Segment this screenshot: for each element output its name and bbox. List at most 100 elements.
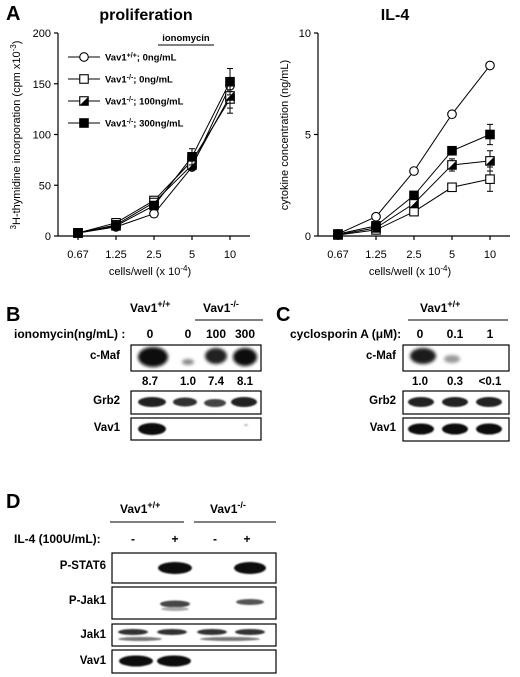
- data-point: [225, 76, 235, 87]
- group-label-ko: Vav1-/-: [203, 299, 239, 315]
- legend-header: ionomycin: [162, 33, 210, 44]
- legend-marker: [79, 52, 89, 62]
- quant-value: 8.1: [237, 376, 254, 388]
- data-point: [447, 160, 457, 170]
- blot-b: Vav1+/+ Vav1-/- ionomycin(ng/mL) : 0 0 1…: [14, 299, 263, 441]
- lane-label: 1: [487, 327, 494, 341]
- panel-label-a: A: [6, 3, 20, 25]
- row-label: c-Maf: [366, 350, 396, 362]
- series-group: [73, 68, 235, 238]
- y-tick-label: 5: [305, 130, 311, 142]
- lane-label: 0.1: [447, 327, 464, 341]
- data-point: [187, 152, 197, 162]
- blot-c: Vav1+/+ cyclosporin A (μM): 0 0.1 1 c-Ma…: [290, 299, 510, 442]
- bands: [408, 397, 502, 407]
- il4-chart: IL-4 0 5 10 0.67 1.25 2.5 5 10 cytokine concen…: [279, 7, 510, 278]
- chart-title-proliferation: proliferation: [99, 7, 192, 24]
- row-label: P-Jak1: [69, 595, 107, 607]
- legend-entry: Vav1-/-; 100ng/mL: [105, 96, 184, 108]
- legend-entry: Vav1+/+; 0ng/mL: [105, 52, 177, 64]
- bands: [160, 599, 264, 611]
- lane-label: +: [171, 532, 178, 546]
- lane-label: -: [213, 532, 217, 546]
- data-point: [409, 206, 419, 217]
- data-point: [371, 211, 381, 222]
- y-tick-label: 100: [33, 130, 51, 142]
- quant-value: 7.4: [208, 376, 225, 388]
- y-tick-label: 50: [39, 180, 51, 192]
- legend-marker: [79, 118, 89, 128]
- blot-box: [111, 623, 277, 647]
- quant-value: 1.0: [412, 376, 428, 388]
- proliferation-chart: proliferation 0 50 100 150 200 0.67 1.25 2.5 5 1…: [9, 7, 250, 279]
- lane-label: 0: [147, 327, 154, 341]
- x-tick-label: 1.25: [105, 249, 126, 261]
- x-tick-label: 5: [189, 249, 195, 261]
- x-axis-label: cells/well (x 10-4): [369, 264, 451, 279]
- blot-d: Vav1+/+ Vav1-/- IL-4 (100U/mL): - + - + …: [14, 500, 277, 674]
- row-label: P-STAT6: [60, 560, 106, 572]
- row-label: Jak1: [80, 629, 106, 641]
- lane-label: 0: [185, 327, 192, 341]
- row-label: Vav1: [94, 422, 121, 434]
- quant-value: 1.0: [180, 376, 196, 388]
- x-axis-label: cells/well (x 10-4): [109, 264, 191, 279]
- lane-label: 300: [235, 327, 255, 341]
- x-tick-label: 5: [449, 249, 455, 261]
- bands: [158, 562, 266, 574]
- data-point: [485, 174, 495, 184]
- blot-box: [130, 417, 262, 441]
- panel-label-c: C: [276, 304, 290, 326]
- bands: [118, 629, 265, 641]
- chart-title-il4: IL-4: [381, 7, 410, 24]
- legend-marker: [79, 96, 89, 106]
- x-tick-label: 10: [224, 249, 236, 261]
- panel-label-d: D: [6, 491, 20, 513]
- x-tick-label: 0.67: [327, 249, 348, 261]
- data-point: [111, 221, 121, 231]
- series-group: [333, 60, 495, 240]
- data-point: [447, 145, 457, 156]
- lane-label: +: [243, 532, 250, 546]
- data-point: [149, 208, 159, 219]
- bands: [138, 347, 257, 367]
- quant-value: <0.1: [479, 376, 502, 388]
- row-label: c-Maf: [90, 350, 120, 362]
- row-label: Grb2: [93, 395, 120, 407]
- quant-value: 0.3: [447, 376, 463, 388]
- data-point: [409, 198, 419, 209]
- bands: [119, 655, 191, 667]
- x-tick-label: 1.25: [365, 249, 386, 261]
- x-tick-label: 10: [484, 249, 496, 261]
- quant-value: 8.7: [142, 376, 158, 388]
- panel-label-b: B: [6, 304, 20, 326]
- lane-label: -: [131, 532, 135, 546]
- data-point: [485, 156, 495, 166]
- data-point: [371, 221, 381, 231]
- y-tick-label: 200: [33, 28, 51, 40]
- data-point: [333, 229, 343, 239]
- legend-entry: Vav1-/-; 0ng/mL: [105, 74, 173, 86]
- data-point: [485, 60, 495, 71]
- x-tick-label: 0.67: [67, 249, 88, 261]
- group-label-wt: Vav1+/+: [120, 500, 160, 516]
- group-label-ko: Vav1-/-: [210, 500, 246, 516]
- row-label: Vav1: [370, 422, 397, 434]
- y-tick-label: 150: [33, 79, 51, 91]
- y-axis-label: 3H-thymidine incorporation (cpm x10-3): [9, 41, 24, 230]
- bands: [410, 348, 460, 364]
- blot-box: [111, 649, 277, 674]
- group-label-wt: Vav1+/+: [420, 299, 460, 315]
- x-tick-label: 2.5: [406, 249, 421, 261]
- row-label: Grb2: [369, 395, 396, 407]
- bands: [138, 423, 248, 435]
- x-ticks: 0.67 1.25 2.5 5 10: [67, 236, 236, 261]
- data-point: [409, 166, 419, 176]
- y-tick-label: 0: [305, 231, 311, 243]
- y-ticks: 0 50 100 150 200: [33, 28, 58, 243]
- y-tick-label: 0: [45, 231, 51, 243]
- legend: ionomycin Vav1+/+; 0ng/mL Vav1-/-; 0ng/mL…: [68, 33, 214, 130]
- bands: [138, 397, 257, 407]
- series-square-filled: [73, 68, 235, 238]
